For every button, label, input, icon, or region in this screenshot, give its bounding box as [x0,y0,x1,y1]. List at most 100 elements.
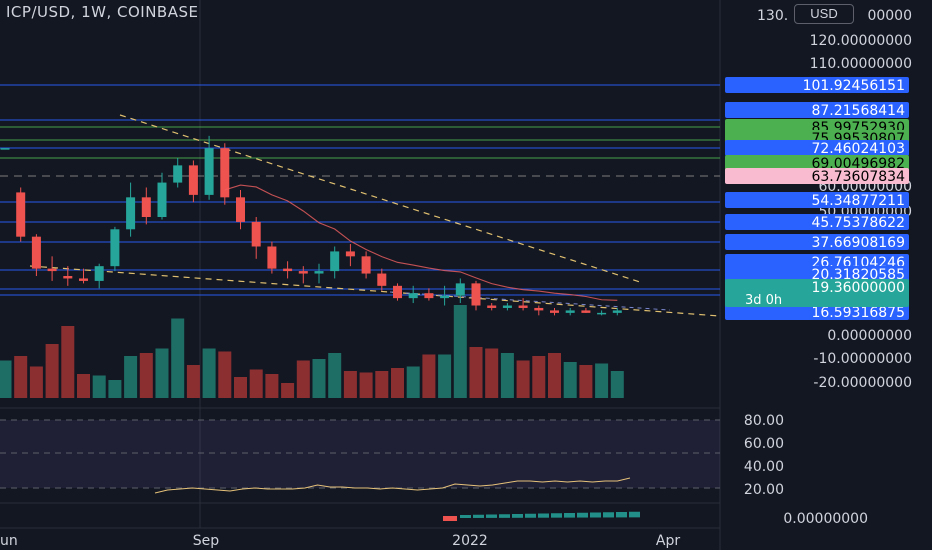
rsi-axis-label: 40.00 [744,459,784,475]
price-axis-label: 00000 [867,8,912,24]
candle-body [63,276,73,279]
time-axis-label: Apr [656,533,680,549]
candle-body [31,236,41,269]
volume-bar [281,383,295,398]
histogram-bar [590,512,601,518]
histogram-bar [486,514,497,518]
candle-body [550,310,559,313]
candle-body [141,197,151,218]
candle-body [94,266,104,281]
candle-body [16,192,26,237]
price-axis-label: -20.00000000 [813,375,912,391]
volume-bar [108,380,122,398]
price-axis-label: 120.00000000 [810,33,912,49]
candle-body [612,310,622,313]
price-level-tag [725,155,909,171]
volume-bar [563,362,577,398]
candle-body [110,229,120,267]
candle-body [518,305,528,308]
price-axis-label: -10.00000000 [813,351,912,367]
candle-body [157,182,167,218]
support-trendline [29,265,721,317]
candle-body [455,283,465,296]
volume-bar [516,360,530,398]
current-price-text: 19.36000000 [811,280,905,296]
time-axis-label: un [0,533,18,549]
volume-bar [391,368,404,398]
rsi-axis-label: 80.00 [744,413,784,429]
volume-bar [453,305,467,398]
rsi-line [154,477,631,494]
price-level-tag [725,192,909,208]
candle-body [283,268,293,272]
histogram-bar [538,513,549,518]
histogram-bar [525,513,536,518]
candle-body [47,268,57,272]
candle-body [440,295,450,299]
volume-bar [548,353,561,398]
volume-bar [312,359,326,398]
price-level-tag [725,304,909,320]
candle-body [361,256,371,274]
candle-body [345,251,355,257]
candle-body [220,148,230,198]
volume-bar [500,353,514,398]
candle-body [424,293,434,299]
histogram-bar [629,511,640,518]
support-trendline-2 [389,291,671,311]
candle-body [188,165,198,195]
histogram-bar [616,512,627,518]
candle-body [487,305,497,308]
volume-bar [438,354,452,398]
price-level-tag [725,77,909,93]
candle-body [314,271,324,274]
chart-title: ICP/USD, 1W, COINBASE [6,3,199,21]
price-level-tag [725,140,909,156]
volume-bar [77,374,90,398]
candle-body [298,271,308,274]
rsi-axis-label: 60.00 [744,436,784,452]
volume-bar [155,348,169,398]
price-axis-label: 0.00000000 [827,328,912,344]
currency-button[interactable]: USD [794,4,854,24]
candle-body [471,283,481,306]
volume-bar [265,374,279,398]
histogram-bar [460,515,471,518]
candle-body [79,278,88,281]
histogram-bar [577,512,588,518]
histogram-bar [551,513,562,518]
volume-bar [422,354,436,398]
volume-bar [532,356,546,398]
volume-bar [595,363,609,398]
price-axis-label: 110.00000000 [810,56,912,72]
candle-body [173,165,183,183]
candle-body [126,197,136,230]
candle-body [408,293,418,299]
candle-body [330,251,340,272]
candle-body [204,148,214,195]
volume-bar [139,353,153,398]
candle-body [597,312,607,315]
candle-body [581,310,591,313]
rsi-band [0,420,720,488]
candle-body [267,246,277,269]
volume-bar [0,360,12,398]
price-level-tag [725,234,909,250]
volume-bar [45,344,59,398]
descending-trendline [119,114,641,283]
histogram-bar [512,514,523,518]
volume-bar [610,371,624,398]
volume-bar [343,371,357,398]
histogram-bar [499,514,510,518]
volume-bar [375,371,389,398]
volume-bar [61,326,75,398]
time-axis-label: 2022 [452,533,488,549]
candle-body [502,305,512,308]
volume-bar [296,360,310,398]
volume-bar [124,356,138,398]
histogram-bar [564,513,575,518]
histogram-bar [443,516,457,521]
price-level-tag [725,102,909,118]
time-axis-label: Sep [193,533,220,549]
